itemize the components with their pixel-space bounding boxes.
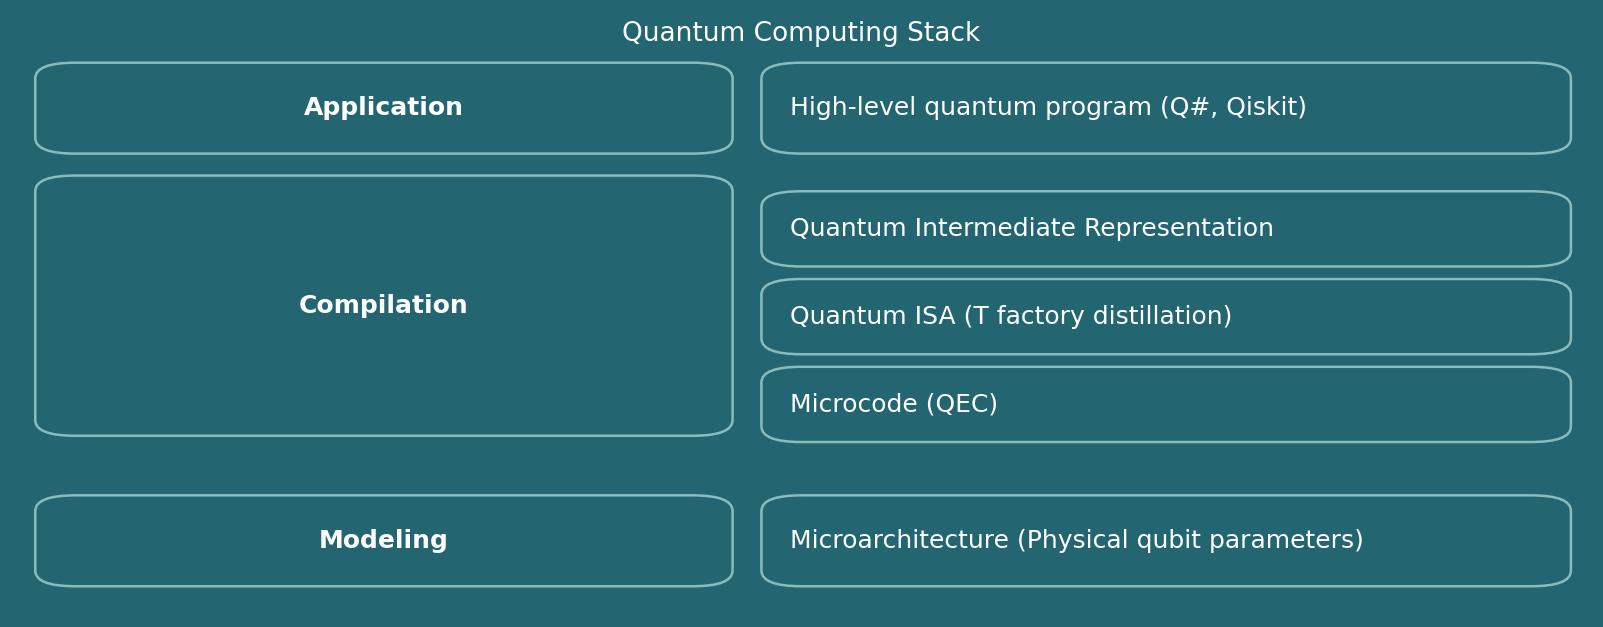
Text: Quantum Computing Stack: Quantum Computing Stack: [622, 21, 981, 48]
Text: Quantum Intermediate Representation: Quantum Intermediate Representation: [790, 217, 1274, 241]
FancyBboxPatch shape: [761, 191, 1571, 266]
Text: Microarchitecture (Physical qubit parameters): Microarchitecture (Physical qubit parame…: [790, 529, 1364, 553]
Text: Modeling: Modeling: [319, 529, 449, 553]
Text: Quantum ISA (T factory distillation): Quantum ISA (T factory distillation): [790, 305, 1233, 329]
Text: Application: Application: [305, 96, 463, 120]
FancyBboxPatch shape: [35, 495, 733, 586]
FancyBboxPatch shape: [35, 63, 733, 154]
Text: Compilation: Compilation: [300, 293, 468, 318]
Text: High-level quantum program (Q#, Qiskit): High-level quantum program (Q#, Qiskit): [790, 96, 1308, 120]
FancyBboxPatch shape: [35, 176, 733, 436]
FancyBboxPatch shape: [761, 495, 1571, 586]
FancyBboxPatch shape: [761, 367, 1571, 442]
FancyBboxPatch shape: [761, 279, 1571, 354]
FancyBboxPatch shape: [761, 63, 1571, 154]
Text: Microcode (QEC): Microcode (QEC): [790, 393, 999, 416]
